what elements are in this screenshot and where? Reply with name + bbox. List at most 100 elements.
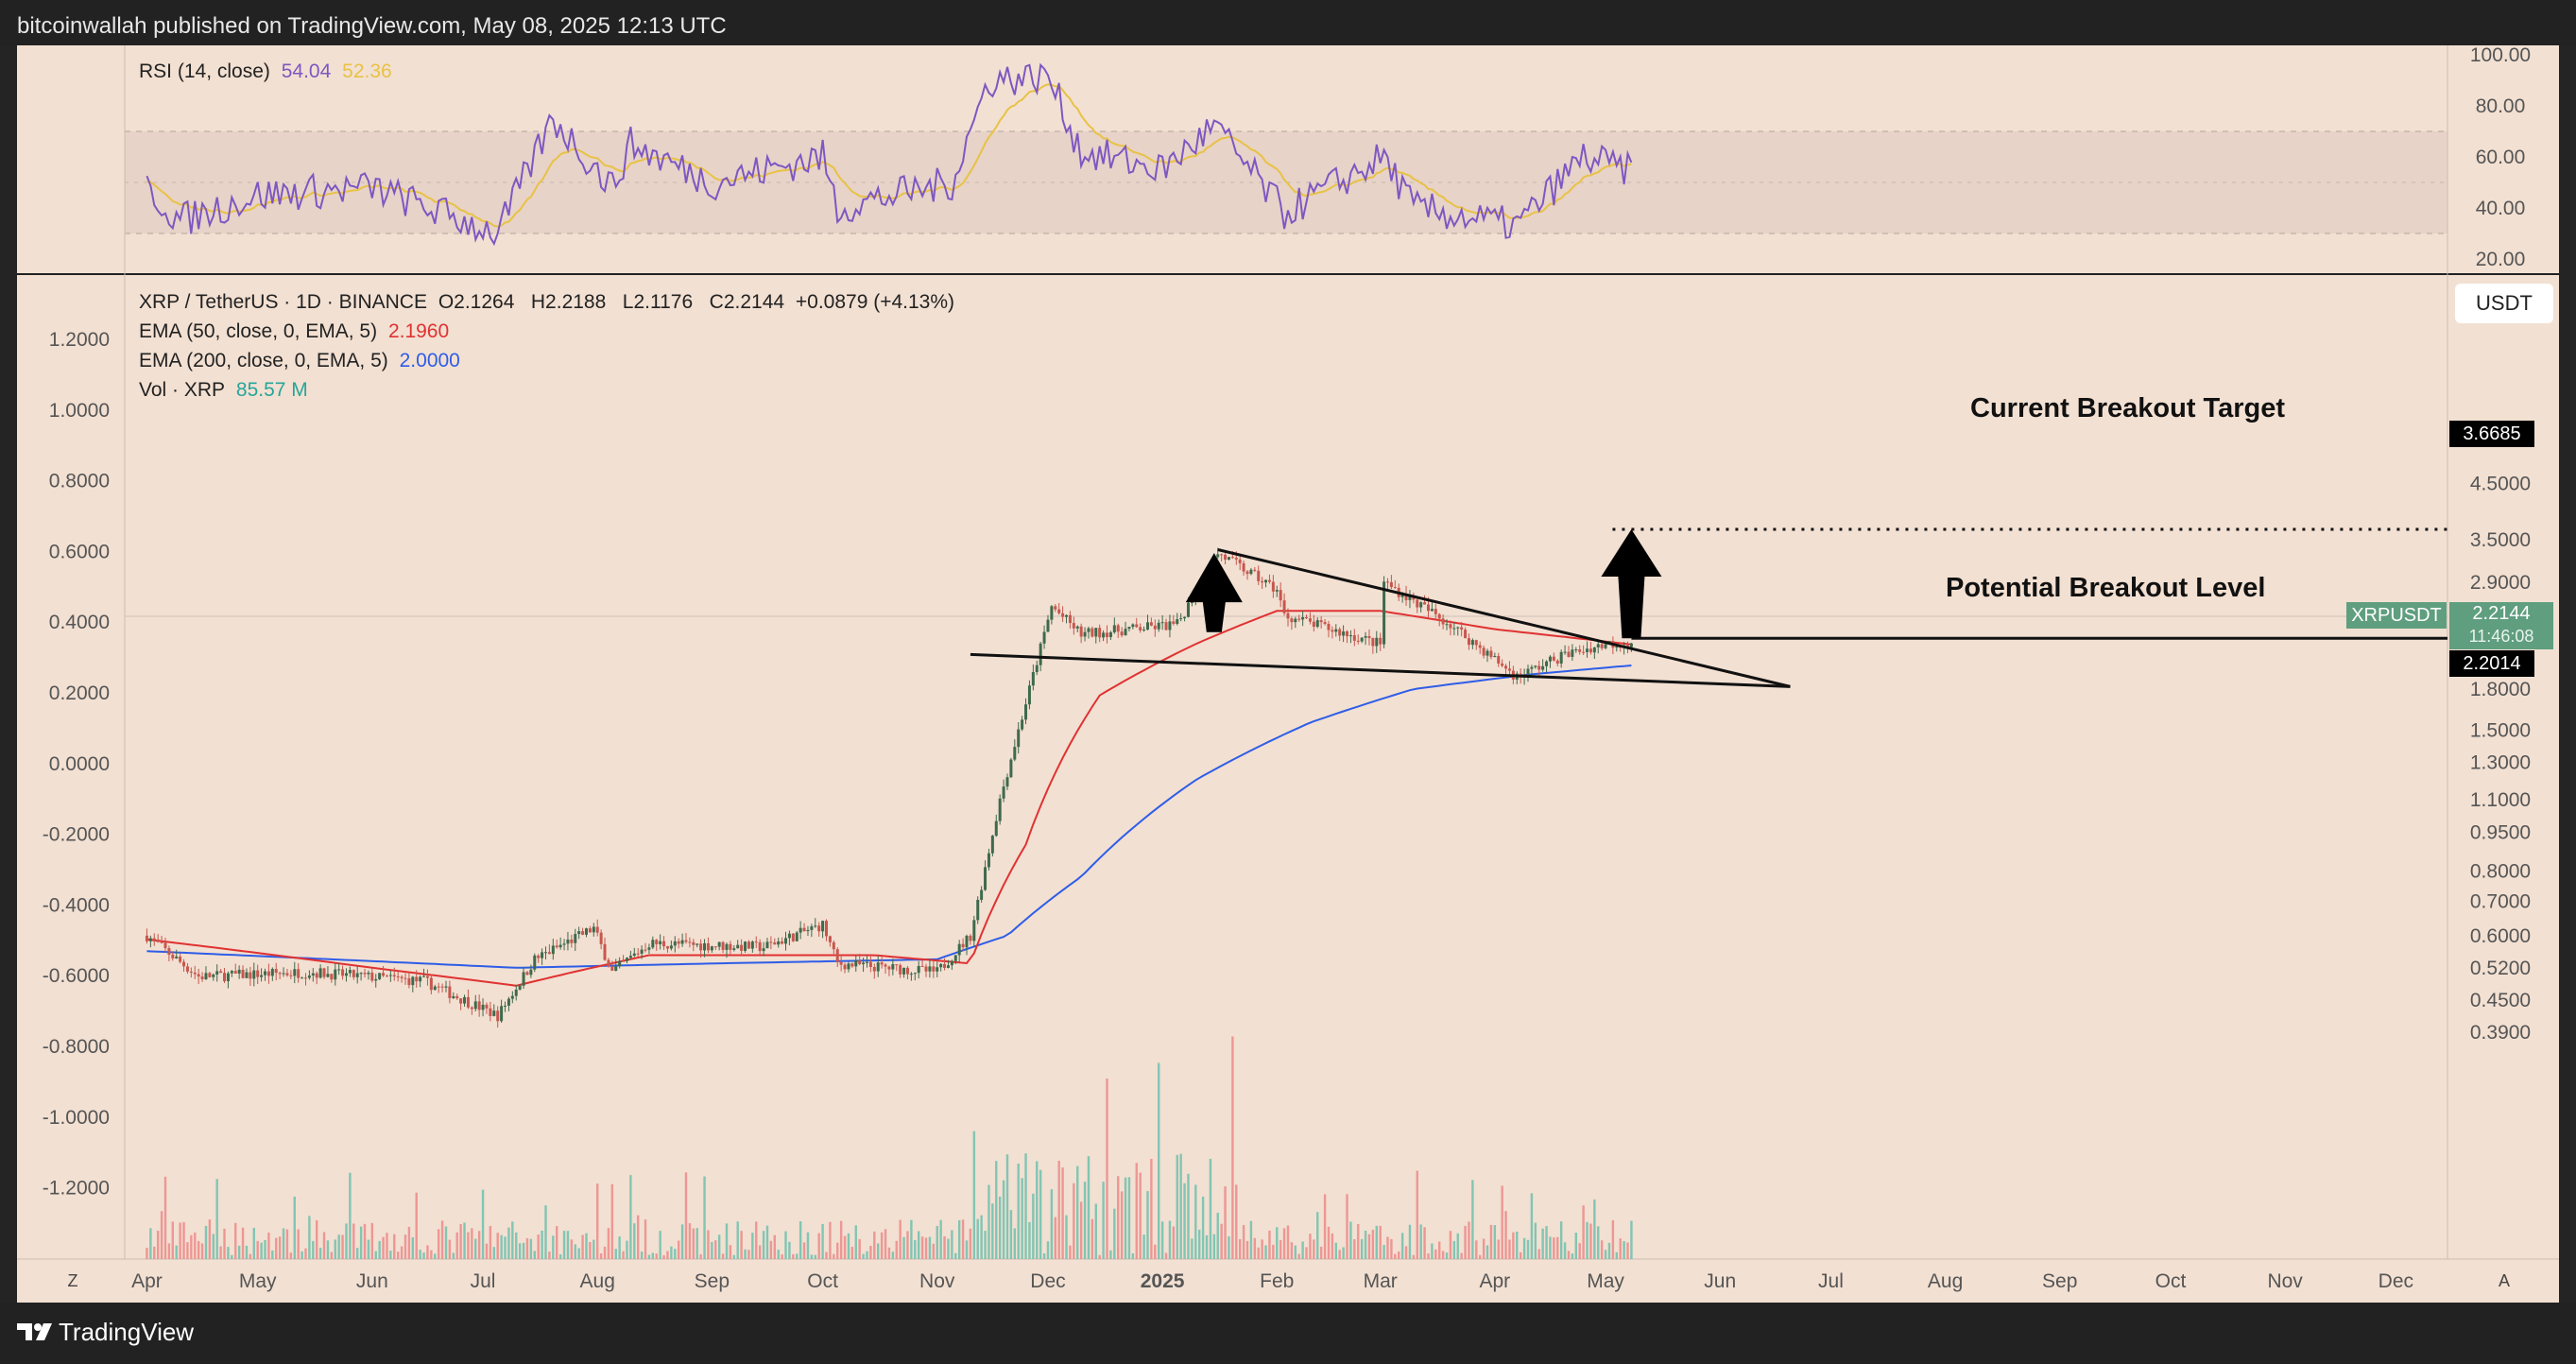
volume-bar bbox=[562, 1231, 566, 1259]
volume-bar bbox=[455, 1232, 458, 1259]
candle-body bbox=[1571, 649, 1574, 657]
volume-bar bbox=[821, 1223, 824, 1259]
volume-bar bbox=[437, 1229, 440, 1259]
volume-bar bbox=[382, 1236, 385, 1259]
candle-body bbox=[987, 853, 990, 868]
volume-bar bbox=[854, 1225, 857, 1259]
volume-bar bbox=[566, 1231, 570, 1259]
volume-bar bbox=[1597, 1226, 1600, 1259]
time-axis-label: Oct bbox=[2155, 1270, 2187, 1292]
volume-bar bbox=[1290, 1242, 1294, 1259]
volume-bar bbox=[204, 1225, 208, 1259]
volume-bar bbox=[1501, 1185, 1503, 1259]
volume-bar bbox=[352, 1223, 355, 1259]
volume-bar bbox=[773, 1235, 776, 1259]
candle-body bbox=[311, 973, 315, 976]
left-axis-label: -0.2000 bbox=[43, 824, 110, 846]
volume-bar bbox=[511, 1221, 514, 1259]
candle-body bbox=[1537, 665, 1541, 670]
volume-bar bbox=[533, 1251, 536, 1259]
volume-bar bbox=[991, 1203, 994, 1259]
volume-bar bbox=[998, 1196, 1002, 1259]
volume-bar bbox=[326, 1240, 330, 1259]
volume-bar bbox=[1276, 1227, 1279, 1259]
volume-bar bbox=[765, 1225, 769, 1259]
volume-bar bbox=[1346, 1194, 1348, 1259]
volume-bar bbox=[939, 1219, 942, 1259]
left-axis-label: 1.2000 bbox=[49, 329, 110, 351]
volume-bar bbox=[769, 1240, 773, 1259]
candle-body bbox=[448, 986, 452, 998]
candle-body bbox=[1452, 628, 1456, 630]
symbol-legend: XRP / TetherUS · 1D · BINANCE O2.1264 H2… bbox=[139, 291, 960, 314]
volume-bar bbox=[1530, 1193, 1534, 1259]
candle-body bbox=[1493, 656, 1497, 658]
candle-body bbox=[976, 899, 980, 921]
candle-body bbox=[750, 941, 754, 949]
candle-body bbox=[400, 976, 404, 978]
candle-body bbox=[1423, 602, 1427, 605]
volume-bar bbox=[592, 1239, 595, 1259]
volume-bar bbox=[434, 1253, 437, 1259]
candle-body bbox=[1626, 645, 1630, 647]
time-axis: Apr May Jun Jul Aug Sep Oct Nov Dec 2025 Feb Mar Apr… bbox=[131, 1270, 2413, 1292]
candle-body bbox=[407, 977, 411, 986]
candle-body bbox=[226, 973, 230, 982]
currency-selector[interactable]: USDT bbox=[2455, 284, 2553, 323]
candle-body bbox=[175, 956, 179, 958]
log-scale-button[interactable]: Z bbox=[57, 1265, 89, 1297]
candle-body bbox=[899, 965, 902, 975]
volume-bar bbox=[500, 1235, 503, 1259]
volume-bar bbox=[1139, 1172, 1142, 1259]
volume-bar bbox=[156, 1231, 160, 1259]
volume-bar bbox=[448, 1239, 452, 1259]
volume-bar bbox=[1131, 1253, 1135, 1259]
volume-bar bbox=[887, 1247, 891, 1259]
volume-bar bbox=[1205, 1235, 1209, 1259]
volume-bar bbox=[1559, 1221, 1563, 1259]
auto-scale-button[interactable]: A bbox=[2488, 1265, 2520, 1297]
candle-body bbox=[171, 954, 175, 958]
candle-body bbox=[156, 939, 160, 942]
candle-body bbox=[828, 936, 832, 942]
volume-bar bbox=[389, 1251, 392, 1259]
candle-body bbox=[706, 942, 710, 951]
volume-bar bbox=[537, 1235, 540, 1259]
volume-bar bbox=[961, 1219, 965, 1259]
chart-canvas[interactable]: 100.00 80.00 60.00 40.00 20.00 1.2000 1.0000 0… bbox=[0, 45, 2576, 1303]
volume-bar bbox=[396, 1252, 400, 1259]
candle-body bbox=[152, 938, 156, 940]
volume-bar bbox=[1261, 1239, 1263, 1259]
candle-body bbox=[1404, 594, 1408, 600]
volume-bar bbox=[471, 1228, 473, 1259]
ema200-legend-value: 2.0000 bbox=[399, 350, 460, 371]
candle-body bbox=[669, 945, 673, 949]
candle-body bbox=[185, 966, 189, 972]
volume-bar bbox=[1416, 1170, 1418, 1259]
candle-body bbox=[1075, 626, 1079, 629]
volume-bar bbox=[969, 1228, 972, 1259]
candle-body bbox=[1120, 631, 1124, 636]
candle-body bbox=[1315, 620, 1319, 628]
volume-bar bbox=[1537, 1249, 1540, 1259]
volume-bar bbox=[1338, 1250, 1341, 1259]
candle-body bbox=[1238, 559, 1242, 563]
candle-body bbox=[507, 998, 510, 1006]
candle-body bbox=[1160, 622, 1164, 624]
candle-body bbox=[998, 798, 1002, 821]
candle-body bbox=[264, 971, 266, 976]
volume-bar bbox=[481, 1189, 485, 1259]
volume-bar bbox=[1197, 1229, 1201, 1259]
volume-bar bbox=[264, 1239, 266, 1259]
candle-body bbox=[562, 943, 566, 945]
volume-bar bbox=[1549, 1236, 1552, 1259]
volume-bar bbox=[149, 1228, 152, 1259]
candle-body bbox=[943, 963, 947, 968]
candle-body bbox=[754, 941, 758, 943]
candle-body bbox=[994, 820, 998, 837]
candle-body bbox=[452, 995, 455, 998]
volume-bar bbox=[1079, 1201, 1083, 1259]
candle-body bbox=[363, 973, 367, 975]
volume-bar bbox=[1106, 1078, 1108, 1259]
volume-bar bbox=[1626, 1242, 1629, 1259]
